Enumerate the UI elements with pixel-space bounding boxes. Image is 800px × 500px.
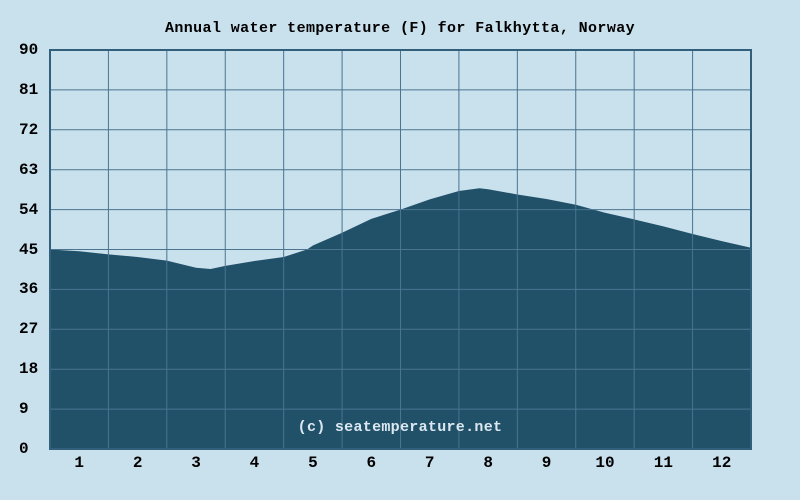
x-tick-label: 9: [541, 454, 552, 472]
y-tick-label: 9: [19, 400, 29, 419]
y-tick-label: 90: [19, 41, 39, 59]
y-tick-label: 45: [19, 240, 39, 259]
y-tick-label: 63: [19, 160, 39, 179]
y-tick-label: 36: [19, 280, 39, 299]
x-tick-label: 7: [424, 454, 435, 472]
x-tick-label: 1: [74, 454, 84, 472]
x-tick-label: 6: [366, 454, 377, 472]
y-tick-label: 54: [19, 200, 39, 219]
x-tick-label: 5: [308, 454, 318, 472]
x-tick-label: 4: [249, 454, 260, 472]
x-tick-label: 8: [483, 454, 493, 472]
y-tick-label: 81: [19, 80, 39, 99]
x-tick-label: 2: [132, 454, 143, 472]
y-tick-label: 0: [19, 440, 29, 458]
x-tick-label: 12: [712, 454, 732, 472]
plot-border: [49, 49, 752, 450]
chart-title: Annual water temperature (F) for Falkhyt…: [164, 20, 636, 37]
y-tick-label: 27: [19, 320, 39, 339]
y-tick-label: 72: [19, 120, 39, 139]
y-tick-label: 18: [19, 360, 39, 379]
watermark: (c) seatemperature.net: [297, 419, 503, 436]
x-tick-label: 3: [191, 454, 201, 472]
x-tick-label: 11: [653, 454, 673, 472]
x-tick-label: 10: [595, 454, 615, 472]
